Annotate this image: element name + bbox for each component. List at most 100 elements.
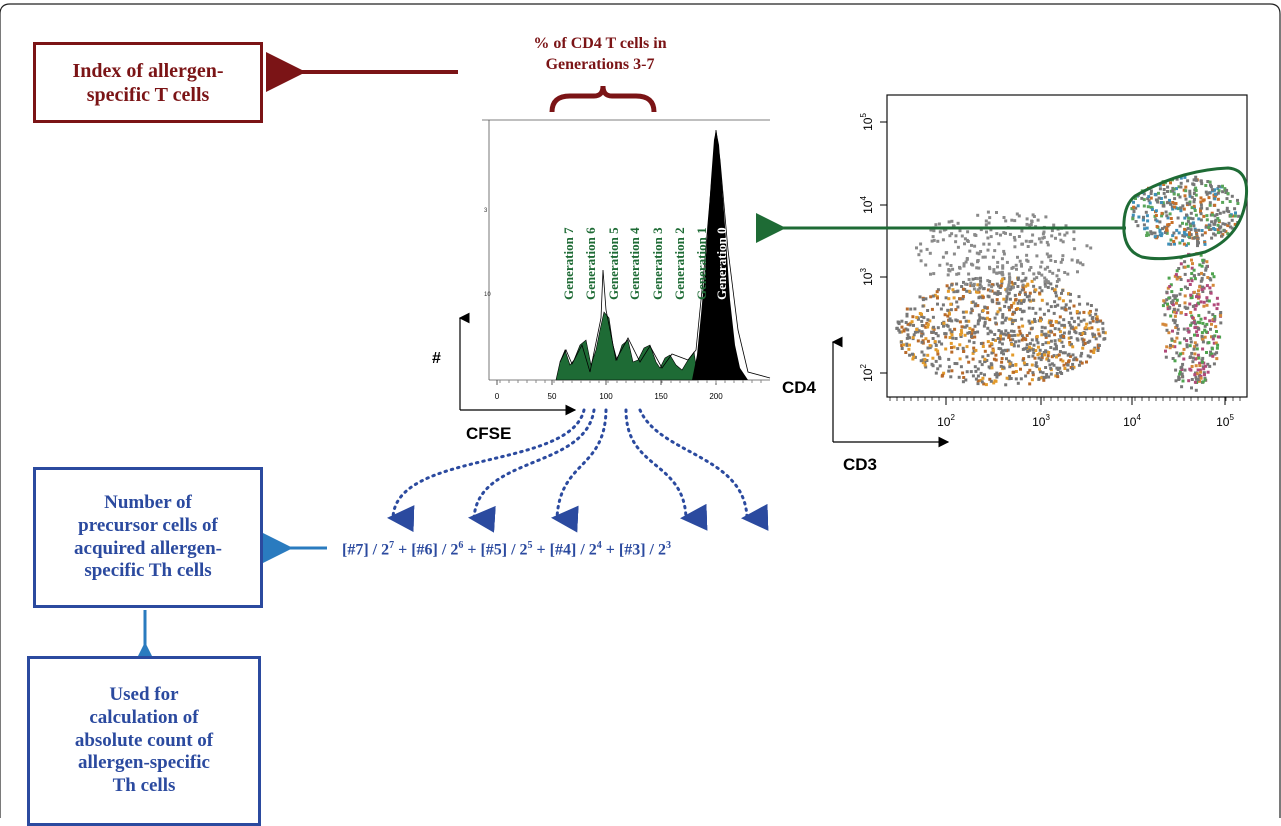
- dot-event: [1010, 343, 1014, 346]
- dot-event: [1213, 214, 1217, 218]
- dot-event: [1018, 292, 1021, 296]
- dot-event: [1058, 296, 1062, 300]
- dot-event: [1065, 231, 1069, 235]
- dot-event: [1049, 258, 1053, 262]
- dot-event: [1004, 231, 1007, 235]
- dot-event: [1171, 207, 1175, 211]
- dot-event: [1168, 198, 1171, 202]
- dot-event: [1172, 308, 1176, 311]
- dot-event: [994, 353, 998, 357]
- dot-event: [1182, 242, 1186, 246]
- dot-event: [1192, 321, 1196, 324]
- dot-event: [1211, 354, 1215, 358]
- dot-event: [1199, 212, 1203, 216]
- dot-event: [1002, 216, 1006, 219]
- dot-event: [940, 342, 944, 346]
- dot-event: [983, 322, 987, 325]
- dot-event: [1060, 323, 1064, 327]
- dot-event: [990, 351, 994, 355]
- dot-event: [1028, 223, 1032, 227]
- dot-event: [981, 295, 985, 299]
- dot-event: [1004, 219, 1008, 223]
- dot-event: [968, 331, 972, 334]
- dot-event: [1175, 275, 1179, 279]
- dot-event: [1000, 342, 1004, 346]
- dot-event: [1217, 184, 1221, 188]
- dot-event: [1183, 194, 1187, 198]
- dot-event: [1040, 289, 1044, 293]
- dot-event: [1089, 349, 1093, 353]
- dot-event: [1094, 308, 1098, 312]
- dot-event: [1203, 328, 1207, 332]
- dot-event: [1211, 337, 1215, 341]
- generation-label-5: Generation 5: [606, 227, 621, 300]
- dot-event: [1172, 205, 1176, 209]
- dot-event: [1061, 351, 1065, 355]
- dot-event: [1180, 385, 1184, 389]
- dot-event: [1011, 282, 1015, 286]
- dot-event: [1197, 217, 1201, 221]
- dot-event: [897, 328, 901, 332]
- dot-event: [1219, 321, 1223, 325]
- dot-event: [1185, 213, 1188, 217]
- dot-event: [1077, 363, 1081, 367]
- dot-event: [990, 298, 994, 302]
- dot-event: [1058, 350, 1062, 353]
- dot-event: [1079, 354, 1083, 358]
- dot-event: [993, 316, 997, 320]
- dot-event: [1168, 305, 1172, 309]
- dot-event: [1040, 356, 1044, 360]
- dot-event: [1209, 291, 1213, 295]
- dot-event: [1164, 210, 1168, 214]
- dot-event: [1054, 344, 1058, 348]
- dot-event: [1199, 317, 1203, 321]
- dot-event: [1034, 361, 1038, 365]
- dot-event: [1213, 192, 1217, 196]
- dot-event: [1136, 224, 1140, 228]
- dot-event: [1178, 292, 1182, 296]
- dot-event: [1223, 187, 1227, 191]
- dot-event: [1049, 366, 1053, 370]
- dot-event: [1188, 194, 1192, 198]
- dot-event: [926, 318, 930, 322]
- dot-event: [1158, 187, 1162, 191]
- dot-event: [1015, 267, 1018, 271]
- dot-event: [1044, 334, 1048, 337]
- dot-event: [1002, 231, 1006, 235]
- dot-event: [1181, 234, 1185, 238]
- dot-event: [1179, 311, 1183, 315]
- dot-event: [966, 331, 970, 335]
- dot-event: [1010, 329, 1013, 333]
- dot-event: [1045, 302, 1049, 306]
- dot-event: [1026, 245, 1030, 248]
- formula-term-4: + [#4] / 2: [532, 541, 597, 559]
- dot-event: [1183, 305, 1187, 309]
- dot-event: [1020, 279, 1024, 283]
- dot-event: [967, 360, 971, 364]
- dot-event: [1086, 302, 1090, 306]
- dot-event: [1001, 365, 1005, 369]
- dot-event: [996, 310, 1000, 314]
- dot-event: [1185, 339, 1189, 343]
- dot-event: [1198, 263, 1202, 267]
- dot-event: [1201, 290, 1205, 293]
- dot-event: [912, 333, 916, 337]
- dot-event: [1006, 292, 1010, 296]
- dot-event: [1185, 222, 1188, 226]
- dot-event: [1014, 363, 1018, 366]
- dot-event: [1193, 307, 1197, 311]
- outer-frame: [0, 3, 1281, 818]
- dot-event: [919, 359, 923, 363]
- dot-event: [1188, 216, 1192, 220]
- dot-event: [995, 232, 999, 236]
- dot-event: [1001, 264, 1005, 268]
- dot-event: [1058, 232, 1062, 236]
- dot-event: [1174, 202, 1178, 205]
- dot-event: [920, 312, 923, 316]
- dot-event: [1028, 268, 1031, 272]
- dot-event: [1050, 362, 1054, 366]
- dot-event: [1200, 276, 1204, 280]
- dot-event: [1181, 362, 1185, 366]
- dot-event: [983, 357, 987, 361]
- dot-event: [943, 332, 947, 336]
